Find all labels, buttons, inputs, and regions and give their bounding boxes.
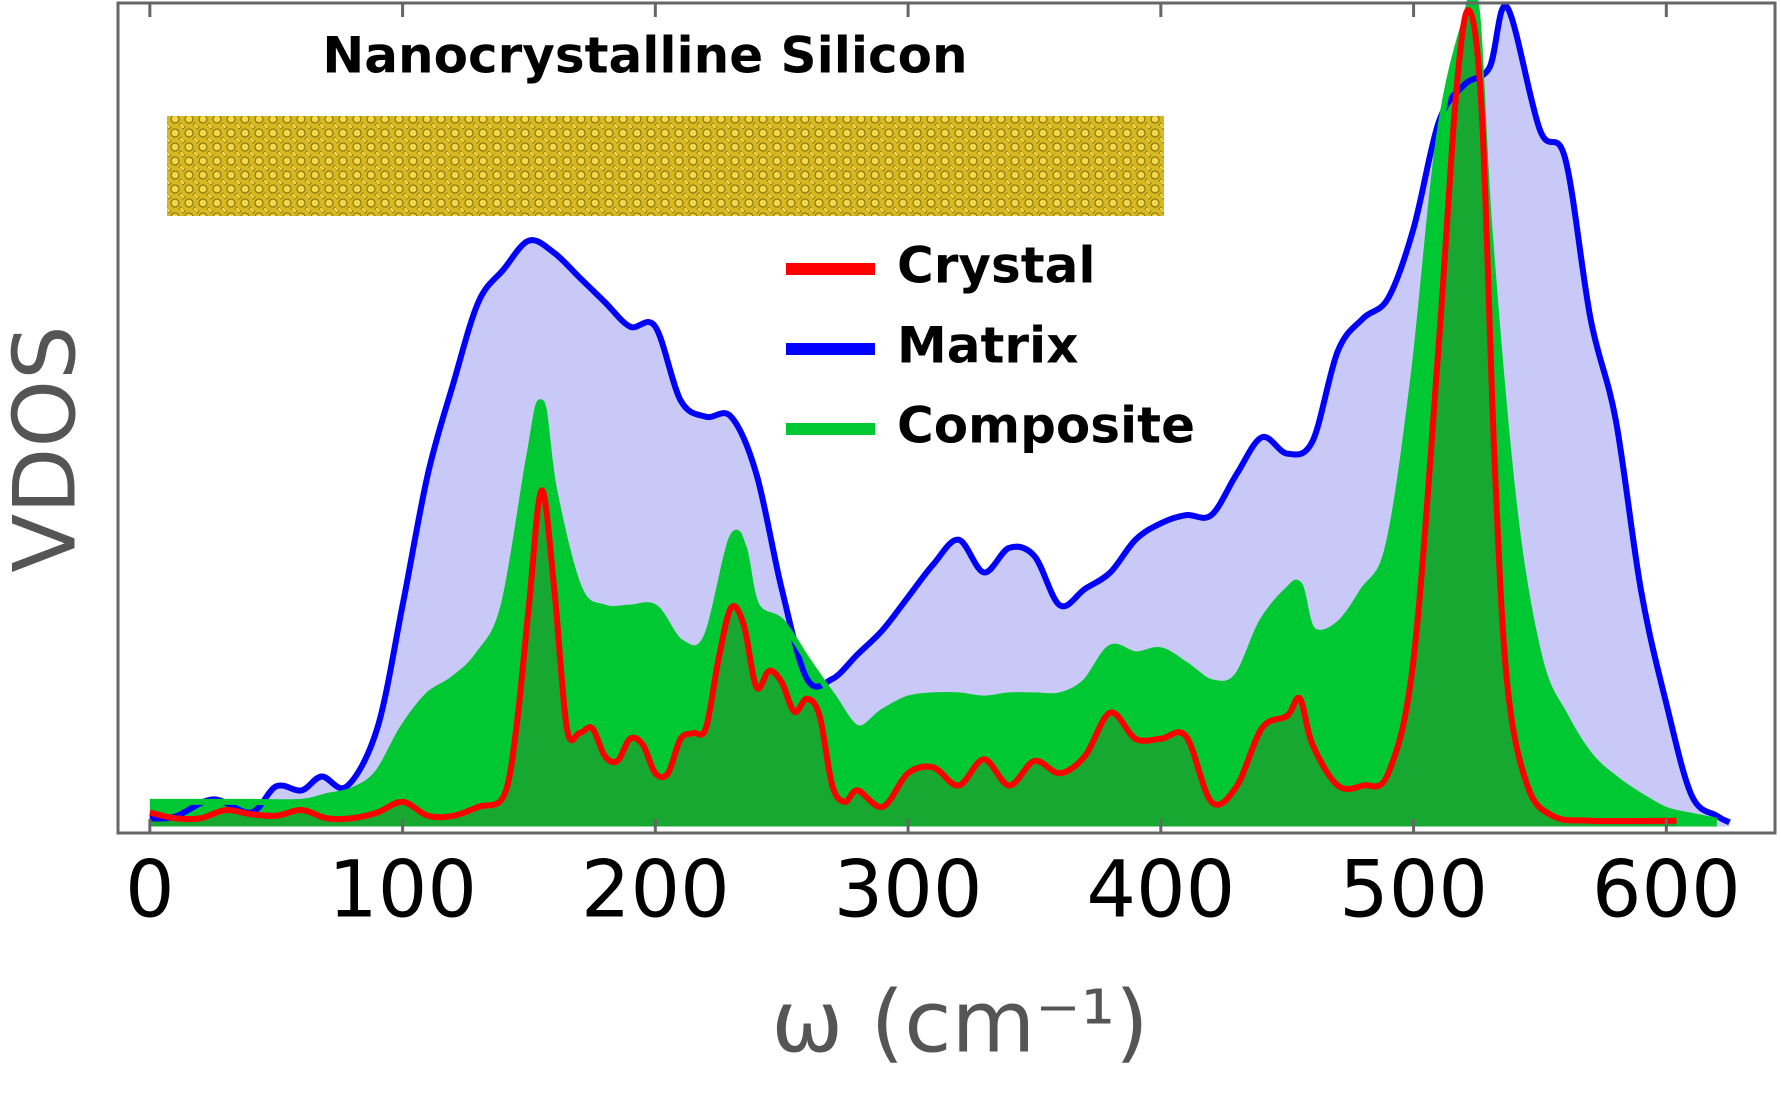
chart-title: Nanocrystalline Silicon xyxy=(322,27,967,85)
plot-area xyxy=(149,0,1731,827)
y-axis-label: VDOS xyxy=(0,325,95,572)
x-tick-label: 200 xyxy=(581,845,730,935)
structure-inset xyxy=(167,116,1164,216)
x-tick-label: 500 xyxy=(1339,845,1488,935)
area-fill xyxy=(149,9,1677,827)
x-tick-label: 400 xyxy=(1086,845,1235,935)
legend-label: Matrix xyxy=(897,317,1078,375)
legend-label: Crystal xyxy=(897,237,1096,295)
x-tick-label: 600 xyxy=(1592,845,1741,935)
series-line xyxy=(149,2,1731,826)
x-tick-label: 300 xyxy=(834,845,983,935)
legend-label: Composite xyxy=(897,397,1195,455)
x-tick-label: 0 xyxy=(125,845,175,935)
x-axis-label: ω (cm⁻¹) xyxy=(771,972,1148,1072)
plot-frame xyxy=(116,1,1777,835)
series-line xyxy=(149,7,1677,825)
x-tick-label: 100 xyxy=(328,845,477,935)
